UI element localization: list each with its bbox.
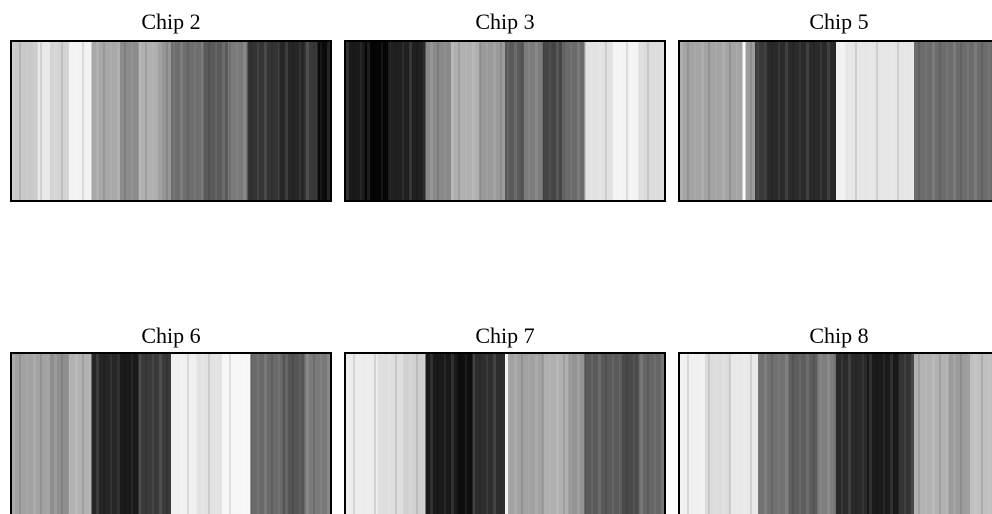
chip-image (10, 352, 332, 514)
panel-title: Chip 5 (809, 9, 869, 34)
panel-title: Chip 7 (475, 323, 535, 348)
panel-title: Chip 2 (141, 9, 201, 34)
chip-image (678, 352, 992, 514)
chip-image (678, 40, 992, 202)
panel-title: Chip 3 (475, 9, 535, 34)
chip-image (10, 40, 332, 202)
panel-title: Chip 8 (809, 323, 869, 348)
chip-image (344, 40, 666, 202)
chip-image (344, 352, 666, 514)
panel-title: Chip 6 (141, 323, 201, 348)
